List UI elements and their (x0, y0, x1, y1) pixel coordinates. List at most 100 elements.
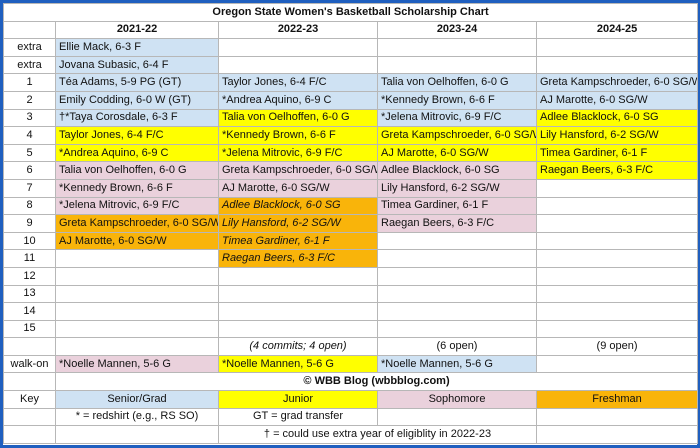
player-cell (535, 319, 699, 339)
player-cell: Raegan Beers, 6-3 F/C (218, 249, 378, 268)
empty-cell (535, 425, 699, 444)
key-item: Sophomore (377, 390, 537, 409)
table-row: 9 Greta Kampschroeder, 6-0 SG/W Lily Hansf… (3, 214, 699, 233)
player-cell: Lily Hansford, 6-2 SG/W (218, 214, 378, 233)
row-label: 14 (3, 302, 56, 321)
row-label (3, 372, 56, 392)
table-row: 6 Talia von Oelhoffen, 6-0 G Greta Kampsch… (3, 161, 699, 180)
table-row: extra Jovana Subasic, 6-4 F (3, 55, 699, 75)
corner-cell (3, 20, 56, 40)
table-row: (4 commits; 4 open) (6 open) (9 open) (3, 337, 699, 356)
note: * = redshirt (e.g., RS SO) (55, 407, 219, 427)
player-cell: AJ Marotte, 6-0 SG/W (218, 178, 378, 198)
player-cell: *Noelle Mannen, 5-6 G (377, 354, 537, 374)
player-cell (377, 302, 537, 321)
player-cell: *Andrea Aquino, 6-9 C (55, 143, 219, 163)
player-cell (535, 196, 699, 216)
open-count: (6 open) (377, 337, 537, 356)
player-cell (218, 38, 378, 57)
player-cell: *Kennedy Brown, 6-6 F (377, 90, 537, 110)
player-cell (55, 249, 219, 268)
open-count: (9 open) (535, 337, 699, 356)
player-cell: Greta Kampschroeder, 6-0 SG/W (218, 161, 378, 180)
row-label: 6 (3, 161, 56, 180)
row-label (3, 425, 56, 444)
table-row: 1 Téa Adams, 5-9 PG (GT) Taylor Jones, 6-4… (3, 73, 699, 92)
player-cell: *Jelena Mitrovic, 6-9 F/C (55, 196, 219, 216)
player-cell (535, 302, 699, 321)
player-cell: AJ Marotte, 6-0 SG/W (535, 90, 699, 110)
player-cell: Greta Kampschroeder, 6-0 SG/W (535, 73, 699, 92)
table-row: 5 *Andrea Aquino, 6-9 C *Jelena Mitrovic, … (3, 143, 699, 163)
player-cell: Ellie Mack, 6-3 F (55, 38, 219, 57)
note: GT = grad transfer (218, 407, 378, 427)
player-cell: *Noelle Mannen, 5-6 G (218, 354, 378, 374)
player-cell: AJ Marotte, 6-0 SG/W (55, 231, 219, 251)
row-label: 8 (3, 196, 56, 216)
player-cell (218, 319, 378, 339)
table-row: extra Ellie Mack, 6-3 F (3, 38, 699, 57)
key-label: Key (3, 390, 56, 409)
player-cell (535, 354, 699, 374)
row-label: 5 (3, 143, 56, 163)
player-cell (535, 214, 699, 233)
player-cell: Taylor Jones, 6-4 F/C (218, 73, 378, 92)
player-cell: Lily Hansford, 6-2 SG/W (377, 178, 537, 198)
player-cell: *Kennedy Brown, 6-6 F (55, 178, 219, 198)
player-cell (377, 55, 537, 75)
table-row: † = could use extra year of eligiblity i… (3, 425, 699, 444)
row-label: extra (3, 55, 56, 75)
player-cell (218, 266, 378, 286)
player-cell: Timea Gardiner, 6-1 F (377, 196, 537, 216)
row-label: 10 (3, 231, 56, 251)
table-row: 3 †*Taya Corosdale, 6-3 F Talia von Oelhof… (3, 108, 699, 128)
table-row: 4 Taylor Jones, 6-4 F/C *Kennedy Brown, 6-… (3, 126, 699, 145)
table-row: 12 (3, 266, 699, 286)
row-label: 2 (3, 90, 56, 110)
column-header: 2022-23 (218, 20, 378, 40)
table-row: 14 (3, 302, 699, 321)
player-cell: *Andrea Aquino, 6-9 C (218, 90, 378, 110)
player-cell (535, 266, 699, 286)
player-cell (535, 249, 699, 268)
player-cell: Emily Codding, 6-0 W (GT) (55, 90, 219, 110)
player-cell (55, 266, 219, 286)
table-row: 11 Raegan Beers, 6-3 F/C (3, 249, 699, 268)
player-cell: Talia von Oelhoffen, 6-0 G (218, 108, 378, 128)
row-label: 3 (3, 108, 56, 128)
player-cell (535, 55, 699, 75)
player-cell (377, 266, 537, 286)
credit: © WBB Blog (wbbblog.com) (54, 372, 699, 392)
column-header: 2021-22 (55, 20, 219, 40)
player-cell (535, 231, 699, 251)
scholarship-table: Oregon State Women's Basketball Scholars… (2, 3, 699, 444)
player-cell: Adlee Blacklock, 6-0 SG (377, 161, 537, 180)
player-cell: Raegan Beers, 6-3 F/C (377, 214, 537, 233)
row-label: walk-on (3, 354, 56, 374)
player-cell (55, 284, 219, 304)
title: Oregon State Women's Basketball Scholars… (2, 3, 699, 22)
table-row: 2 Emily Codding, 6-0 W (GT) *Andrea Aquino… (3, 90, 699, 110)
open-count: (4 commits; 4 open) (218, 337, 378, 356)
row-label (3, 337, 56, 356)
table-row: 2021-22 2022-23 2023-24 2024-25 (3, 20, 699, 40)
empty-cell (377, 407, 537, 427)
table-row: 7 *Kennedy Brown, 6-6 F AJ Marotte, 6-0 SG… (3, 178, 699, 198)
player-cell: *Noelle Mannen, 5-6 G (55, 354, 219, 374)
player-cell: *Kennedy Brown, 6-6 F (218, 126, 378, 145)
key-item: Junior (218, 390, 378, 409)
player-cell: Greta Kampschroeder, 6-0 SG/W (377, 126, 537, 145)
player-cell: Adlee Blacklock, 6-0 SG (535, 108, 699, 128)
row-label: 1 (3, 73, 56, 92)
player-cell (55, 302, 219, 321)
player-cell: *Jelena Mitrovic, 6-9 F/C (377, 108, 537, 128)
player-cell: Téa Adams, 5-9 PG (GT) (55, 73, 219, 92)
table-row: © WBB Blog (wbbblog.com) (3, 372, 699, 392)
row-label: 4 (3, 126, 56, 145)
row-label: extra (3, 38, 56, 57)
table-row: 10 AJ Marotte, 6-0 SG/W Timea Gardiner, 6-… (3, 231, 699, 251)
table-row: 8 *Jelena Mitrovic, 6-9 F/C Adlee Blackloc… (3, 196, 699, 216)
table-row: 13 (3, 284, 699, 304)
row-label: 7 (3, 178, 56, 198)
